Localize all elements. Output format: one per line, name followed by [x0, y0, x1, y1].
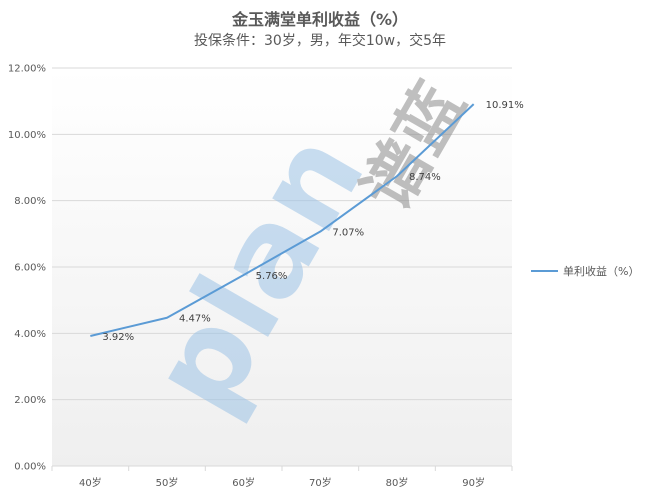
y-tick-label: 2.00%: [14, 395, 46, 406]
x-tick-label: 40岁: [79, 476, 102, 489]
legend: 单利收益（%）: [531, 264, 639, 278]
x-tick-label: 50岁: [156, 476, 179, 489]
y-tick-label: 4.00%: [14, 329, 46, 340]
data-label: 10.91%: [486, 100, 524, 111]
chart-title: 金玉满堂单利收益（%）: [231, 10, 409, 29]
series-line: [90, 103, 475, 337]
data-label: 5.76%: [256, 271, 288, 282]
data-label: 3.92%: [102, 332, 134, 343]
legend-label: 单利收益（%）: [563, 264, 639, 278]
x-tick-label: 80岁: [386, 476, 409, 489]
y-tick-label: 10.00%: [8, 130, 46, 141]
x-tick-label: 70岁: [309, 476, 332, 489]
data-label: 4.47%: [179, 314, 211, 325]
data-label: 8.74%: [409, 172, 441, 183]
y-tick-label: 6.00%: [14, 263, 46, 274]
x-tick-label: 60岁: [232, 476, 255, 489]
y-tick-label: 0.00%: [14, 462, 46, 473]
y-tick-label: 12.00%: [8, 64, 46, 75]
x-tick-label: 90岁: [462, 476, 485, 489]
chart-subtitle: 投保条件：30岁，男，年交10w，交5年: [194, 33, 446, 49]
data-label: 7.07%: [332, 228, 364, 239]
y-tick-label: 8.00%: [14, 196, 46, 207]
